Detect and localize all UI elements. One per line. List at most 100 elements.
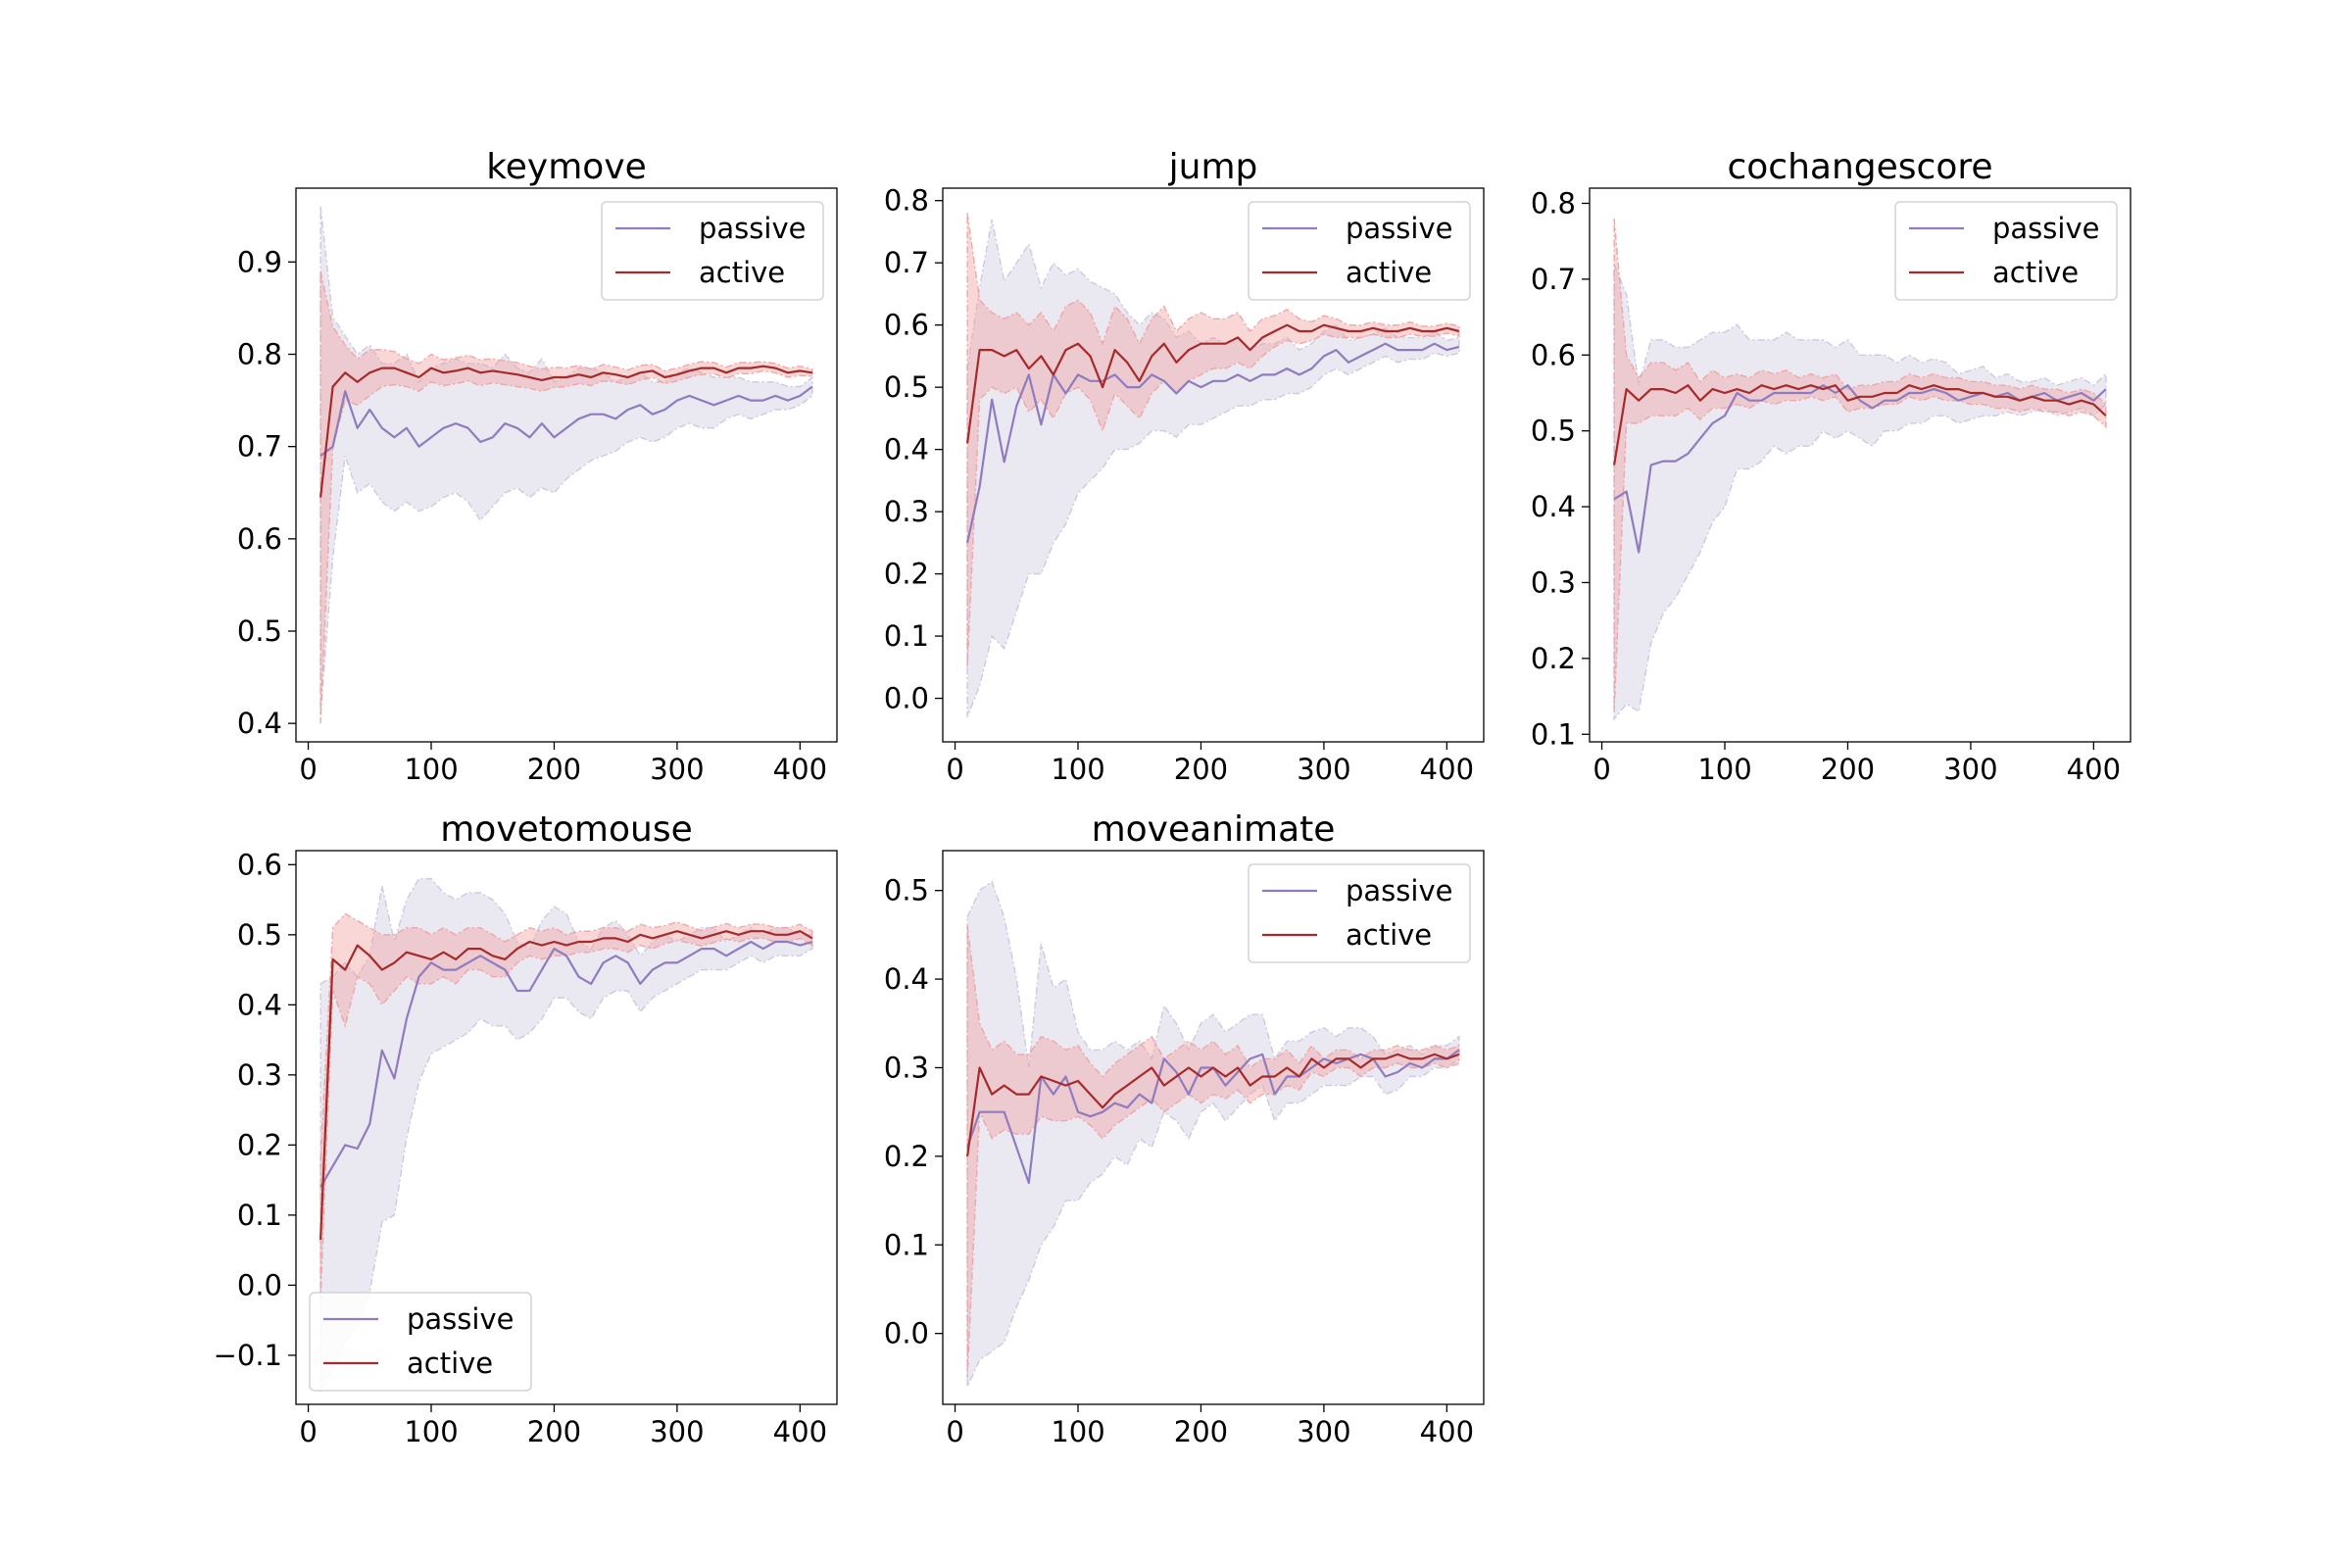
chart-title: jump	[1168, 147, 1258, 187]
legend-label-active: active	[699, 256, 785, 289]
x-tick-label: 400	[1420, 1415, 1474, 1448]
y-tick-label: 0.3	[884, 1051, 929, 1084]
y-tick-label: 0.2	[237, 1128, 282, 1161]
x-tick-label: 400	[773, 1415, 827, 1448]
y-tick-label: 0.6	[884, 309, 929, 342]
x-tick-label: 100	[1051, 1415, 1104, 1448]
x-tick-label: 400	[773, 753, 827, 786]
legend-box	[1894, 201, 2118, 301]
y-tick-label: 0.1	[884, 619, 929, 653]
legend-label-passive: passive	[1992, 212, 2099, 245]
legend-label-passive: passive	[1346, 212, 1452, 245]
confidence-band-active	[319, 912, 813, 1299]
y-tick-label: 0.2	[1531, 642, 1576, 675]
y-tick-label: 0.3	[1531, 565, 1576, 599]
x-tick-label: 200	[1174, 1415, 1228, 1448]
chart-title: cochangescore	[1727, 147, 1992, 187]
y-tick-label: 0.6	[1531, 338, 1576, 371]
axes-frame	[942, 187, 1485, 743]
y-tick-label: 0.8	[237, 338, 282, 371]
confidence-band-passive	[966, 880, 1460, 1388]
y-tick-label: 0.6	[237, 848, 282, 881]
y-tick-label: 0.6	[237, 522, 282, 556]
confidence-band-active	[966, 925, 1460, 1378]
x-tick-label: 300	[650, 753, 704, 786]
y-tick-label: 0.1	[884, 1228, 929, 1261]
y-tick-label: −0.1	[214, 1339, 282, 1372]
series-line-active	[319, 365, 813, 498]
y-tick-label: 0.5	[1531, 415, 1576, 448]
x-tick-label: 200	[527, 1415, 581, 1448]
x-tick-label: 100	[1697, 753, 1751, 786]
y-tick-label: 0.4	[237, 988, 282, 1021]
series-line-active	[966, 1053, 1460, 1157]
y-tick-label: 0.3	[884, 495, 929, 528]
y-tick-label: 0.4	[884, 433, 929, 466]
chart-panel-moveanimate: 0 100 200 300 400 0.0 0.1 0.2 0.3 0.4 0.5 moveanima…	[884, 809, 1485, 1448]
plot-area	[966, 213, 1460, 717]
x-tick-label: 300	[1943, 753, 1997, 786]
plot-area	[319, 206, 813, 724]
y-tick-label: 0.9	[237, 245, 282, 278]
confidence-band-passive	[1613, 264, 2107, 721]
x-tick-label: 100	[1051, 753, 1104, 786]
confidence-band-passive	[966, 219, 1460, 717]
x-tick-label: 300	[1297, 1415, 1350, 1448]
x-tick-label: 100	[404, 1415, 458, 1448]
y-tick-label: 0.1	[237, 1199, 282, 1232]
y-tick-label: 0.5	[884, 370, 929, 404]
axes-frame	[942, 850, 1485, 1405]
x-tick-label: 0	[299, 1415, 317, 1448]
y-tick-label: 0.0	[884, 682, 929, 715]
legend-box	[601, 201, 824, 301]
legend: passive active	[1248, 201, 1471, 301]
y-tick-label: 0.7	[1531, 263, 1576, 296]
y-tick-label: 0.0	[237, 1268, 282, 1301]
series-line-active	[966, 323, 1460, 444]
x-tick-label: 0	[299, 753, 317, 786]
confidence-band-active	[1613, 218, 2107, 712]
y-tick-label: 0.4	[1531, 490, 1576, 523]
chart-panel-keymove: 0 100 200 300 400 0.4 0.5 0.6 0.7 0.8 0.9 keymove pa…	[237, 147, 838, 786]
axes-frame	[1589, 187, 2132, 743]
y-tick-label: 0.4	[884, 962, 929, 996]
legend-label-active: active	[1346, 918, 1432, 952]
legend-label-passive: passive	[1346, 874, 1452, 907]
series-line-passive	[319, 385, 813, 457]
chart-panel-movetomouse: 0 100 200 300 400 −0.1 0.0 0.1 0.2 0.3 0.4 0.5 0.6 mo…	[214, 809, 838, 1448]
x-tick-label: 400	[1420, 753, 1474, 786]
legend: passive active	[1248, 863, 1471, 963]
series-line-passive	[319, 940, 813, 1188]
legend-box	[309, 1292, 532, 1392]
axes-frame	[295, 850, 838, 1405]
legend-label-passive: passive	[407, 1302, 514, 1336]
y-tick-label: 0.3	[237, 1058, 282, 1092]
x-tick-label: 0	[1592, 753, 1610, 786]
x-tick-label: 200	[1821, 753, 1875, 786]
plot-area	[319, 877, 813, 1394]
y-tick-label: 0.1	[1531, 717, 1576, 751]
x-tick-label: 300	[650, 1415, 704, 1448]
y-tick-label: 0.5	[237, 614, 282, 648]
y-tick-label: 0.4	[237, 707, 282, 740]
legend-label-active: active	[407, 1347, 493, 1380]
series-line-passive	[966, 342, 1460, 544]
confidence-band-passive	[319, 877, 813, 1394]
confidence-band-active	[319, 270, 813, 724]
y-tick-label: 0.7	[237, 430, 282, 464]
x-tick-label: 100	[404, 753, 458, 786]
y-tick-label: 0.8	[884, 184, 929, 218]
legend-label-active: active	[1992, 256, 2079, 289]
legend: passive active	[309, 1292, 532, 1392]
plot-area	[966, 880, 1460, 1388]
x-tick-label: 0	[946, 1415, 963, 1448]
y-tick-label: 0.2	[884, 1140, 929, 1173]
chart-title: movetomouse	[440, 809, 693, 850]
chart-panel-cochangescore: 0 100 200 300 400 0.1 0.2 0.3 0.4 0.5 0.6 0.7 0.8 coc…	[1531, 147, 2132, 786]
x-tick-label: 300	[1297, 753, 1350, 786]
legend-label-active: active	[1346, 256, 1432, 289]
x-tick-label: 0	[946, 753, 963, 786]
chart-panel-jump: 0 100 200 300 400 0.0 0.1 0.2 0.3 0.4 0.5 0.6 0.7 0.8…	[884, 147, 1485, 786]
y-tick-label: 0.8	[1531, 186, 1576, 220]
